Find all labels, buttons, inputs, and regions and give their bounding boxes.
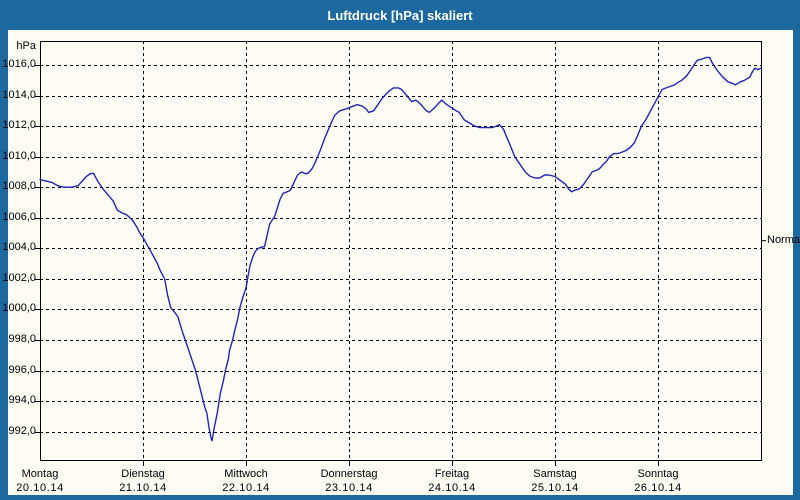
x-day-label: Dienstag 21.10.14 [98,467,188,495]
x-day-label: Samstag 25.10.14 [510,467,600,495]
y-tick-label: 992,0 [8,424,36,437]
day-date: 21.10.14 [119,482,167,494]
y-tick-label: 1014,0 [2,88,36,101]
title-bar: Luftdruck [hPa] skaliert [0,0,800,30]
y-axis-unit-label: hPa [16,40,36,52]
pressure-line [39,56,762,442]
x-day-label: Mittwoch 22.10.14 [201,467,291,495]
day-date: 20.10.14 [16,482,64,494]
x-day-label: Donnerstag 23.10.14 [304,467,394,495]
day-date: 23.10.14 [325,482,373,494]
day-name: Donnerstag [320,468,378,480]
day-name: Mittwoch [224,468,268,480]
day-name: Samstag [533,468,577,480]
y-tick-label: 1012,0 [2,119,36,132]
day-date: 25.10.14 [531,482,579,494]
plot-border [40,41,762,461]
x-day-label: Sonntag 26.10.14 [613,467,703,495]
y-tick-label: 1016,0 [2,58,36,70]
day-date: 26.10.14 [634,482,682,494]
window-title: Luftdruck [hPa] skaliert [327,7,473,23]
y-tick-label: 1010,0 [2,149,36,162]
y-tick-label: 994,0 [8,394,36,407]
day-name: Sonntag [637,468,679,480]
y-tick-label: 1006,0 [2,210,36,223]
day-name: Dienstag [121,468,165,480]
y-tick-label: 1008,0 [2,180,36,193]
x-day-label: Freitag 24.10.14 [407,467,497,495]
day-name: Montag [21,468,59,480]
day-date: 24.10.14 [428,482,476,494]
y-tick-label: 996,0 [8,363,36,376]
day-name: Freitag [434,468,470,480]
day-date: 22.10.14 [222,482,270,494]
y-tick-label: 1004,0 [2,241,36,254]
normal-marker-label: Normal [767,233,800,246]
y-tick-label: 1002,0 [2,271,36,284]
y-tick-label: 998,0 [8,332,36,345]
chart-panel: hPa 1016,0 1014,0 1012,0 1010,0 1008,0 1006,0… [2,30,800,495]
x-day-label: Montag 20.10.14 [0,467,85,495]
chart-plot-area [35,41,766,466]
y-tick-label: 1000,0 [2,302,36,315]
